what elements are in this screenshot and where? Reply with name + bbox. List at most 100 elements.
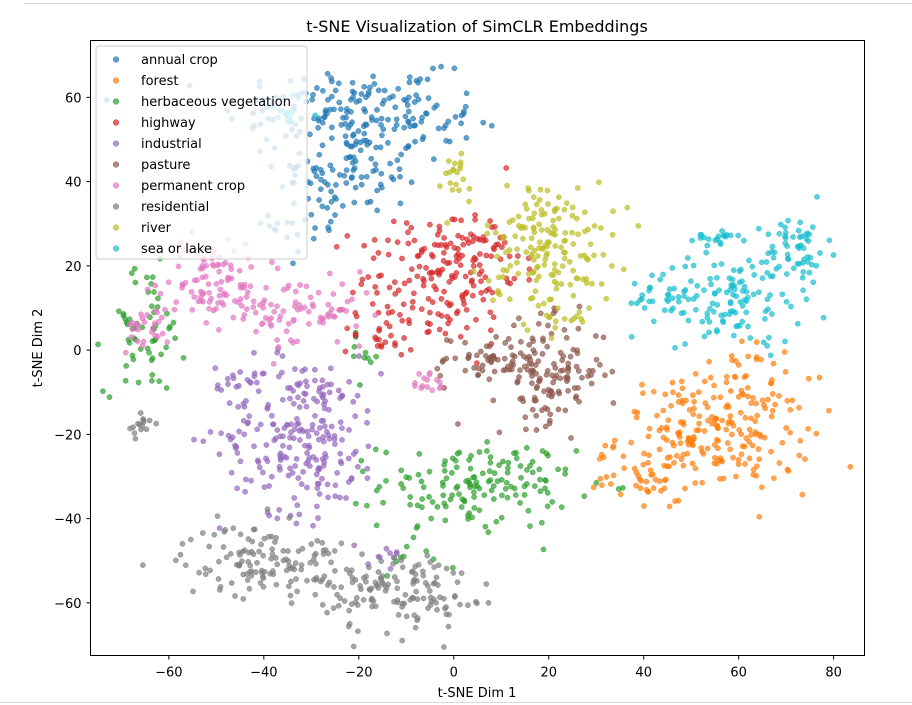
data-point — [327, 218, 334, 225]
data-point — [680, 462, 687, 469]
data-point — [641, 503, 647, 509]
data-point — [239, 283, 245, 290]
data-point — [672, 498, 678, 504]
data-point — [378, 370, 384, 377]
data-point — [406, 74, 413, 81]
data-point — [385, 140, 391, 146]
data-point — [798, 242, 804, 249]
data-point — [280, 308, 287, 314]
data-point — [710, 308, 717, 315]
data-point — [434, 504, 441, 510]
data-point — [583, 280, 590, 286]
data-point — [370, 73, 376, 80]
data-point — [701, 287, 707, 293]
data-point — [562, 230, 569, 236]
data-point — [401, 600, 408, 607]
data-point — [693, 427, 700, 434]
data-point — [504, 182, 510, 189]
data-point — [277, 466, 283, 473]
data-point — [328, 381, 334, 388]
data-point — [799, 491, 806, 498]
data-point — [250, 304, 257, 310]
data-point — [698, 232, 705, 238]
data-point — [350, 398, 357, 405]
data-point — [600, 251, 607, 258]
x-tick-label: 80 — [825, 666, 842, 681]
data-point — [285, 385, 291, 391]
data-point — [544, 250, 550, 257]
data-point — [544, 503, 551, 510]
data-point — [607, 481, 614, 487]
data-point — [227, 551, 234, 557]
data-point — [329, 124, 335, 131]
data-point — [313, 576, 319, 583]
data-point — [418, 247, 425, 253]
data-point — [122, 377, 129, 384]
x-tick-label: 0 — [450, 666, 458, 681]
data-point — [347, 121, 354, 128]
x-axis-ticks: −60 −40 −20 0 20 40 60 80 — [155, 655, 842, 681]
data-point — [307, 559, 314, 566]
data-point — [518, 474, 524, 481]
data-point — [528, 361, 535, 367]
data-point — [394, 585, 401, 592]
data-point — [294, 381, 300, 387]
data-point — [420, 572, 427, 579]
data-point — [503, 249, 509, 256]
data-point — [373, 353, 379, 360]
data-point — [225, 381, 231, 388]
legend-label-industrial: industrial — [141, 137, 202, 152]
data-point — [531, 210, 538, 217]
data-point — [500, 274, 506, 280]
data-point — [317, 186, 324, 192]
data-point — [485, 529, 492, 535]
data-point — [727, 413, 734, 419]
data-point — [343, 180, 350, 186]
data-point — [782, 235, 789, 241]
data-point — [242, 476, 249, 483]
data-point — [150, 325, 156, 332]
data-point — [403, 145, 409, 152]
data-point — [573, 313, 580, 320]
data-point — [328, 188, 334, 195]
data-point — [491, 246, 497, 253]
data-point — [412, 563, 419, 570]
data-point — [548, 296, 554, 303]
data-point — [325, 96, 331, 103]
data-point — [509, 217, 516, 223]
data-point — [579, 374, 585, 381]
data-point — [765, 306, 771, 312]
data-point — [328, 559, 334, 566]
data-point — [517, 500, 523, 506]
data-point — [719, 228, 725, 234]
data-point — [143, 426, 150, 433]
data-point — [587, 241, 594, 248]
data-point — [754, 412, 761, 419]
data-point — [440, 258, 447, 264]
data-point — [517, 350, 524, 356]
data-point — [394, 239, 401, 245]
data-point — [401, 124, 408, 131]
data-point — [779, 291, 786, 298]
data-point — [541, 262, 548, 268]
data-point — [411, 290, 417, 297]
data-point — [324, 481, 331, 488]
data-point — [440, 492, 447, 499]
data-point — [329, 167, 336, 173]
series-industrial — [191, 346, 400, 572]
data-point — [511, 353, 518, 360]
data-point — [381, 87, 388, 94]
data-point — [258, 541, 264, 548]
data-point — [319, 142, 326, 149]
data-point — [375, 87, 382, 94]
data-point — [469, 292, 476, 299]
data-point — [441, 468, 448, 474]
x-tick-label: 40 — [635, 666, 652, 681]
data-point — [426, 494, 432, 500]
data-point — [274, 337, 280, 343]
data-point — [675, 294, 682, 300]
data-point — [313, 173, 320, 180]
data-point — [194, 277, 200, 283]
data-point — [462, 339, 468, 346]
data-point — [281, 425, 288, 431]
